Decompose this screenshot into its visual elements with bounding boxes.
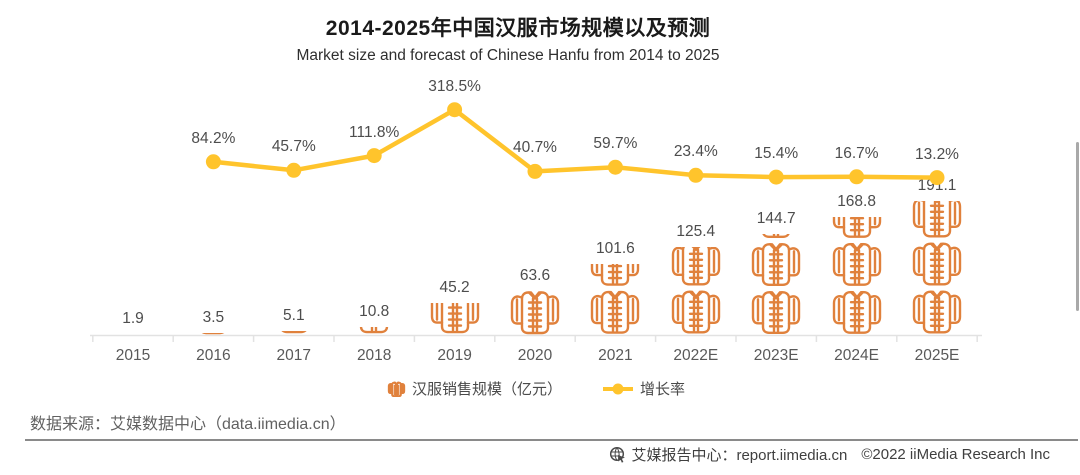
bar-value-label-2024E: 168.8 — [837, 192, 876, 210]
bar-value-label-2018: 10.8 — [359, 303, 390, 321]
x-axis-label-2015: 2015 — [115, 347, 151, 364]
x-axis-label-2017: 2017 — [276, 347, 312, 364]
bar-value-label-2017: 5.1 — [283, 307, 305, 325]
line-point-2023E — [768, 169, 784, 185]
x-axis-label-2016: 2016 — [196, 347, 231, 364]
legend-line-label: 增长率 — [640, 381, 686, 398]
bar-value-label-2015: 1.9 — [122, 309, 144, 327]
line-point-2020 — [527, 163, 543, 179]
scrollbar-thumb[interactable] — [1076, 142, 1079, 311]
hanfu-garment-icon — [387, 381, 406, 397]
line-point-2017 — [286, 162, 302, 178]
growth-rate-label-2019: 318.5% — [428, 77, 481, 95]
chart-legend: 汉服销售规模（亿元） 增长率 — [0, 378, 1072, 399]
bar-value-label-2025E: 191.1 — [917, 177, 957, 195]
bar-value-label-2021: 101.6 — [595, 239, 635, 257]
x-axis-label-2019: 2019 — [437, 347, 472, 364]
line-point-2025E — [929, 170, 945, 186]
legend-bar-label: 汉服销售规模（亿元） — [411, 381, 562, 398]
line-point-2019 — [447, 102, 463, 118]
line-point-2024E — [849, 169, 865, 185]
growth-rate-label-2025E: 13.2% — [915, 145, 959, 163]
globe-cursor-icon — [610, 446, 626, 463]
x-axis-label-2020: 2020 — [517, 347, 553, 364]
growth-rate-label-2020: 40.7% — [513, 139, 557, 157]
bar-value-label-2016: 3.5 — [202, 308, 225, 326]
growth-rate-label-2021: 59.7% — [593, 135, 638, 153]
growth-rate-label-2023E: 15.4% — [754, 145, 799, 163]
bar-value-label-2019: 45.2 — [439, 279, 470, 297]
line-dot-icon — [603, 383, 633, 394]
x-axis-label-2023E: 2023E — [753, 347, 799, 364]
line-point-2016 — [205, 154, 221, 170]
growth-rate-label-2024E: 16.7% — [834, 144, 879, 162]
page-subtitle: Market size and forecast of Chinese Hanf… — [296, 47, 720, 64]
page-title: 2014-2025年中国汉服市场规模以及预测 — [325, 17, 711, 40]
report-center-segment: 艾媒报告中心：report.iimedia.cn — [609, 444, 847, 465]
legend-item-market-size: 汉服销售规模（亿元） — [387, 378, 562, 399]
bar-value-label-2020: 63.6 — [519, 266, 551, 284]
data-source-note: 数据来源：艾媒数据中心（data.iimedia.cn） — [30, 416, 346, 433]
x-axis-label-2021: 2021 — [598, 347, 633, 364]
bar-value-label-2023E: 144.7 — [756, 209, 796, 227]
line-point-2021 — [607, 159, 623, 175]
x-axis-label-2024E: 2024E — [834, 347, 879, 364]
legend-item-growth-rate: 增长率 — [602, 378, 685, 399]
footer-branding: 艾媒报告中心：report.iimedia.cn ©2022 iiMedia R… — [609, 444, 1050, 465]
growth-rate-label-2016: 84.2% — [191, 129, 236, 147]
growth-rate-label-2022E: 23.4% — [673, 143, 718, 161]
x-axis-label-2022E: 2022E — [673, 347, 719, 364]
copyright-text: ©2022 iiMedia Research Inc — [861, 446, 1050, 463]
line-point-2018 — [366, 148, 382, 164]
x-axis-label-2018: 2018 — [356, 347, 392, 364]
x-axis-label-2025E: 2025E — [914, 347, 960, 364]
report-center-text: 艾媒报告中心：report.iimedia.cn — [631, 447, 848, 464]
footer-divider — [25, 439, 1078, 441]
line-point-2022E — [688, 167, 704, 183]
bar-value-label-2022E: 125.4 — [676, 223, 716, 241]
growth-rate-label-2017: 45.7% — [271, 138, 316, 156]
growth-rate-label-2018: 111.8% — [349, 123, 400, 141]
